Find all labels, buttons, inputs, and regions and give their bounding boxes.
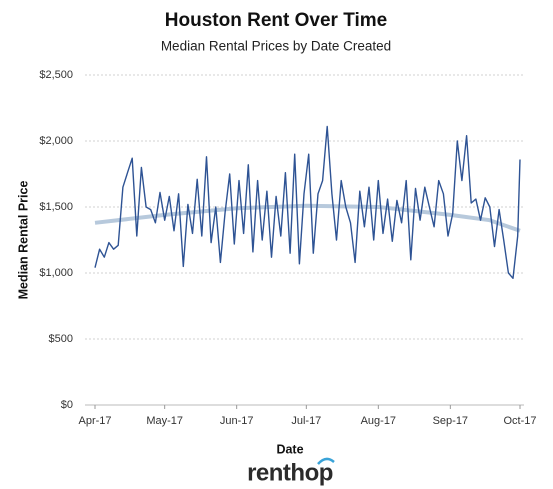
x-tick-label: Sep-17 [433,415,468,427]
chart-subtitle: Median Rental Prices by Date Created [161,39,391,54]
x-tick-label: Jun-17 [220,415,254,427]
chart-title: Houston Rent Over Time [165,10,387,31]
x-tick-label: May-17 [146,415,183,427]
x-tick-label: Apr-17 [78,415,111,427]
price-line [94,125,521,279]
y-tick-label: $2,000 [39,135,73,147]
logo-swoosh [317,457,335,465]
x-tick-label: Aug-17 [361,415,396,427]
trend-line [94,203,521,233]
y-tick-label: $500 [49,333,73,345]
x-axis-title: Date [276,442,303,456]
x-tick-label: Oct-17 [503,415,536,427]
y-tick-label: $1,500 [39,201,73,213]
y-tick-label: $1,000 [39,267,73,279]
y-tick-label: $2,500 [39,69,73,81]
y-tick-label: $0 [61,399,73,411]
x-tick-label: Jul-17 [291,415,321,427]
y-axis-title: Median Rental Price [16,181,30,300]
